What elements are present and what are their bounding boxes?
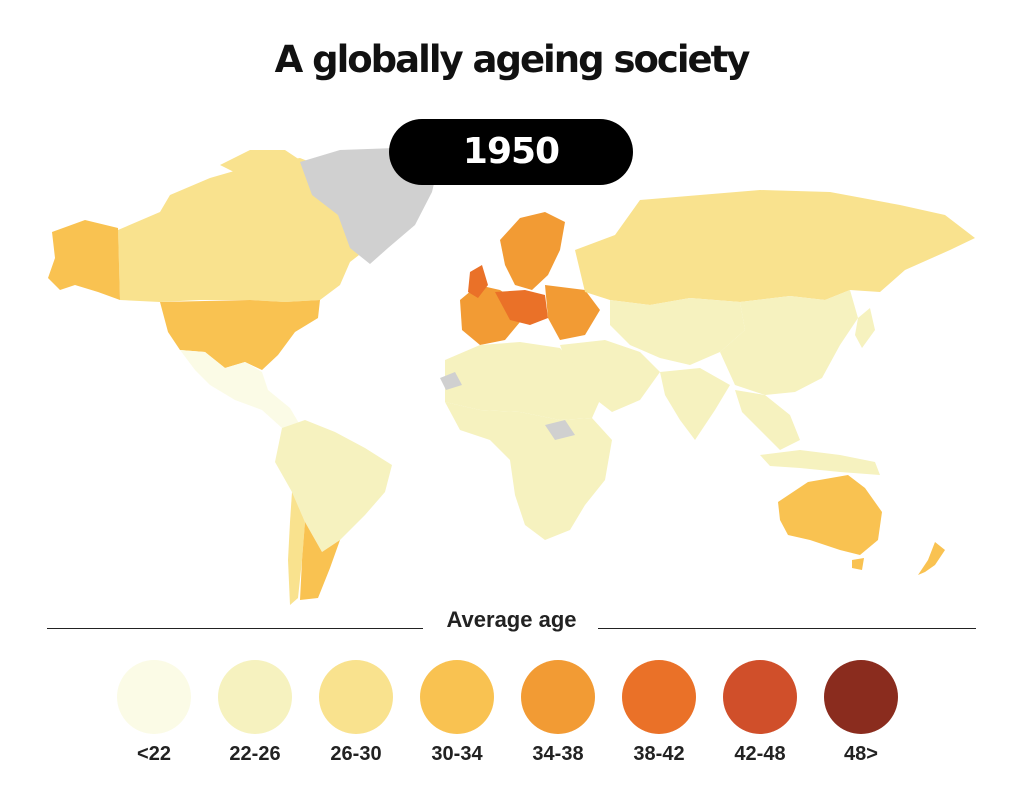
legend-swatch [117, 660, 191, 734]
region-usa [160, 300, 320, 370]
legend-swatch [319, 660, 393, 734]
region-sub-saharan-africa [445, 402, 612, 540]
map-title: A globally ageing society [274, 38, 751, 81]
region-tasmania [852, 558, 864, 570]
region-chile [288, 492, 305, 605]
legend-label: 38-42 [633, 743, 685, 765]
region-south-america-north [275, 420, 392, 552]
legend-swatch [218, 660, 292, 734]
legend-swatch [521, 660, 595, 734]
region-russia [575, 190, 975, 305]
legend-label: 30-34 [431, 743, 483, 765]
region-middle-east [560, 340, 660, 412]
legend-title: Average age [446, 607, 577, 632]
legend-label: 48> [844, 743, 878, 765]
legend-rule-right [598, 628, 976, 629]
region-india [660, 368, 730, 440]
region-australia [778, 475, 882, 555]
region-canada-islands [220, 150, 300, 175]
region-south-sudan [545, 420, 575, 440]
legend-swatch [824, 660, 898, 734]
region-china [720, 290, 858, 395]
region-eastern-europe [545, 285, 600, 340]
region-western-sahara [440, 372, 462, 390]
legend-label: 26-30 [330, 743, 382, 765]
world-map [48, 148, 975, 605]
region-central-asia [610, 298, 745, 365]
region-canada [118, 158, 372, 302]
region-argentina [300, 522, 340, 600]
legend-swatch [622, 660, 696, 734]
region-north-africa [445, 342, 600, 420]
region-new-zealand [918, 542, 945, 575]
year-badge: 1950 [389, 119, 633, 185]
region-scandinavia [500, 212, 565, 290]
region-alaska [48, 220, 120, 300]
region-southeast-asia [735, 390, 800, 450]
region-uk [468, 265, 488, 298]
region-japan [855, 308, 875, 348]
legend-label: 42-48 [734, 743, 786, 765]
region-central-europe [495, 290, 548, 325]
legend-label: <22 [137, 743, 171, 765]
legend-swatch [420, 660, 494, 734]
legend-rule-left [47, 628, 423, 629]
region-indonesia [760, 450, 880, 475]
legend-swatch [723, 660, 797, 734]
world-map-svg [48, 148, 975, 605]
region-mexico [180, 350, 300, 428]
legend-label: 22-26 [229, 743, 281, 765]
legend-label: 34-38 [532, 743, 584, 765]
